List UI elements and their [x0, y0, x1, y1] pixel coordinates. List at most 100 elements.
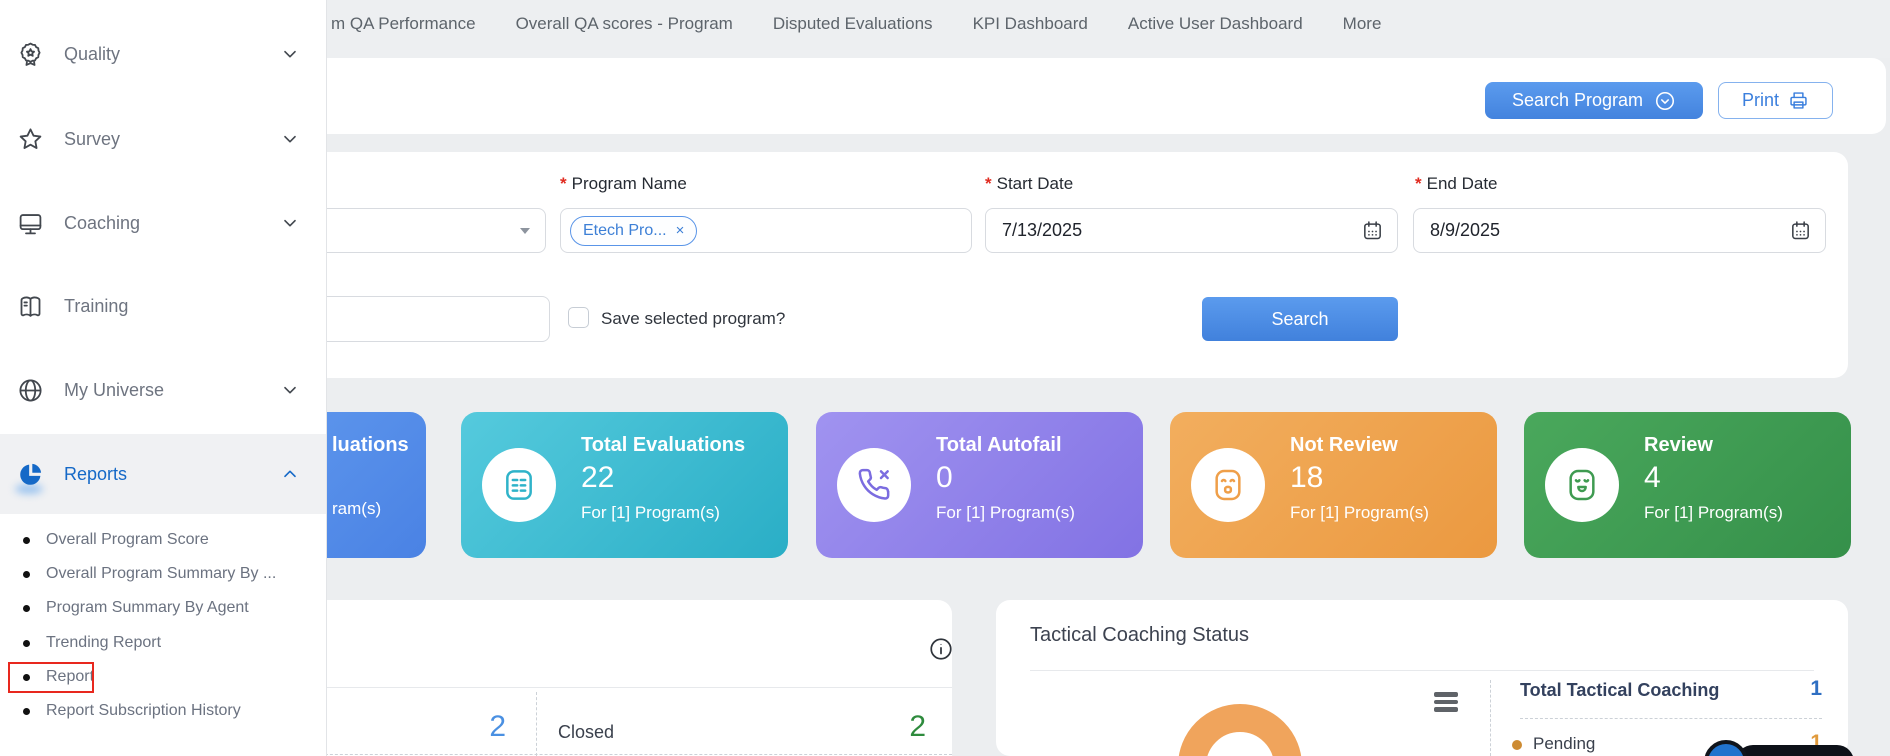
globe-icon — [17, 377, 44, 404]
dashed-divider — [1520, 718, 1822, 719]
sidebar-subitem-report-subscription-history[interactable]: Report Subscription History — [0, 694, 326, 728]
subitem-label: Overall Program Score — [46, 531, 209, 548]
calendar-icon[interactable] — [1789, 219, 1812, 242]
required-marker: * — [1415, 174, 1422, 193]
stat-card-total-evaluations[interactable]: Total Evaluations 22 For [1] Program(s) — [461, 412, 788, 558]
sidebar-subitem-overall-program-summary[interactable]: Overall Program Summary By ... — [0, 557, 326, 591]
pending-donut-chart — [1178, 704, 1302, 756]
dashed-divider — [240, 754, 952, 755]
sidebar: Quality Survey Coaching — [0, 0, 327, 756]
sidebar-item-training[interactable]: Training — [0, 278, 326, 334]
start-date-input[interactable]: 7/13/2025 — [985, 208, 1398, 253]
stat-subtitle: For [1] Program(s) — [1644, 503, 1783, 522]
stat-card-not-review[interactable]: Not Review 18 For [1] Program(s) — [1170, 412, 1497, 558]
save-program-label: Save selected program? — [601, 309, 786, 328]
dashed-divider — [536, 692, 537, 756]
sidebar-item-label: Reports — [64, 463, 128, 484]
bullet-icon — [23, 604, 30, 612]
program-tag[interactable]: Etech Pro... × — [570, 215, 698, 246]
stat-subtitle-fragment: ram(s) — [332, 499, 382, 518]
end-date-value: 8/9/2025 — [1430, 220, 1501, 240]
star-icon — [17, 126, 44, 153]
bullet-icon — [23, 673, 30, 681]
stat-title: Total Autofail — [936, 434, 1062, 456]
stat-card-total-autofail[interactable]: Total Autofail 0 For [1] Program(s) — [816, 412, 1143, 558]
sidebar-item-survey[interactable]: Survey — [0, 111, 326, 167]
printer-icon — [1788, 90, 1809, 111]
start-date-label: * Start Date — [985, 174, 1074, 193]
end-date-input[interactable]: 8/9/2025 — [1413, 208, 1826, 253]
end-date-label: * End Date — [1415, 174, 1498, 193]
sidebar-item-quality[interactable]: Quality — [0, 26, 326, 82]
pending-value: 1 — [1810, 731, 1822, 754]
stat-value: 0 — [936, 461, 953, 494]
sidebar-item-coaching[interactable]: Coaching — [0, 195, 326, 251]
tab-disputed-evaluations[interactable]: Disputed Evaluations — [772, 14, 933, 33]
stat-title-fragment: luations — [332, 434, 409, 456]
secondary-input[interactable] — [316, 296, 550, 342]
save-program-checkbox[interactable] — [568, 307, 589, 328]
program-name-label: * Program Name — [560, 174, 687, 193]
program-name-input[interactable]: Etech Pro... × — [560, 208, 972, 253]
search-button[interactable]: Search — [1202, 297, 1398, 341]
tab-active-user-dashboard[interactable]: Active User Dashboard — [1127, 14, 1303, 33]
print-label: Print — [1741, 90, 1779, 110]
chart-menu-icon[interactable] — [1434, 692, 1458, 715]
stat-card-review[interactable]: Review 4 For [1] Program(s) — [1524, 412, 1851, 558]
list-icon — [482, 448, 556, 522]
stat-title: Review — [1644, 434, 1713, 456]
chevron-down-circle-icon — [1654, 90, 1676, 112]
stat-subtitle: For [1] Program(s) — [936, 503, 1075, 522]
calendar-icon[interactable] — [1361, 219, 1384, 242]
sidebar-subitem-overall-program-score[interactable]: Overall Program Score — [0, 523, 326, 557]
tab-overall-qa-scores[interactable]: Overall QA scores - Program — [515, 14, 733, 33]
sidebar-item-label: Training — [64, 295, 129, 316]
stat-value: 22 — [581, 461, 615, 494]
tag-remove-icon[interactable]: × — [675, 222, 685, 239]
stat-title: Not Review — [1290, 434, 1398, 456]
sidebar-item-label: Quality — [64, 43, 121, 64]
open-count-value: 2 — [489, 710, 506, 743]
subitem-label: Overall Program Summary By ... — [46, 565, 277, 582]
sidebar-item-reports[interactable]: Reports — [0, 434, 326, 514]
info-icon[interactable] — [928, 636, 954, 662]
sidebar-subitem-program-summary-by-agent[interactable]: Program Summary By Agent — [0, 591, 326, 625]
total-tactical-coaching-value: 1 — [1810, 677, 1822, 700]
phone-x-icon — [837, 448, 911, 522]
tab-more[interactable]: More — [1342, 14, 1382, 33]
quality-badge-icon — [17, 41, 44, 68]
subitem-label: Report Subscription History — [46, 702, 241, 719]
divider — [1030, 670, 1814, 671]
pending-legend-dot — [1512, 740, 1522, 750]
program-tag-label: Etech Pro... — [583, 221, 667, 239]
select-caret-icon — [520, 227, 530, 234]
bullet-icon — [23, 536, 30, 544]
required-marker: * — [560, 174, 567, 193]
happy-face-icon — [1545, 448, 1619, 522]
required-marker: * — [985, 174, 992, 193]
bullet-icon — [23, 707, 30, 715]
sad-face-icon — [1191, 448, 1265, 522]
chevron-up-icon — [280, 464, 300, 484]
search-program-button[interactable]: Search Program — [1485, 82, 1703, 119]
dashed-divider — [1490, 680, 1491, 756]
stat-title: Total Evaluations — [581, 434, 746, 456]
open-book-icon — [17, 293, 44, 320]
print-button[interactable]: Print — [1718, 82, 1833, 119]
tab-kpi-dashboard[interactable]: KPI Dashboard — [972, 14, 1088, 33]
header-buttons: Search Program Print — [1485, 82, 1833, 119]
tactical-coaching-title: Tactical Coaching Status — [1030, 624, 1250, 646]
sidebar-subitem-trending-report[interactable]: Trending Report — [0, 626, 326, 660]
sidebar-item-my-universe[interactable]: My Universe — [0, 362, 326, 418]
filter-select[interactable] — [316, 208, 546, 253]
sidebar-subitem-report[interactable]: Report — [0, 660, 326, 694]
sidebar-item-label: My Universe — [64, 379, 165, 400]
pie-chart-icon — [15, 461, 44, 494]
tooltip-pill — [1736, 745, 1854, 756]
chevron-down-icon — [280, 380, 300, 400]
closed-label: Closed — [558, 722, 615, 742]
subitem-label: Report — [46, 668, 95, 685]
tab-qa-performance[interactable]: m QA Performance — [331, 14, 476, 33]
subitem-label: Trending Report — [46, 634, 162, 651]
search-filter-card: * Program Name * Start Date * End Date Etec… — [308, 152, 1848, 378]
